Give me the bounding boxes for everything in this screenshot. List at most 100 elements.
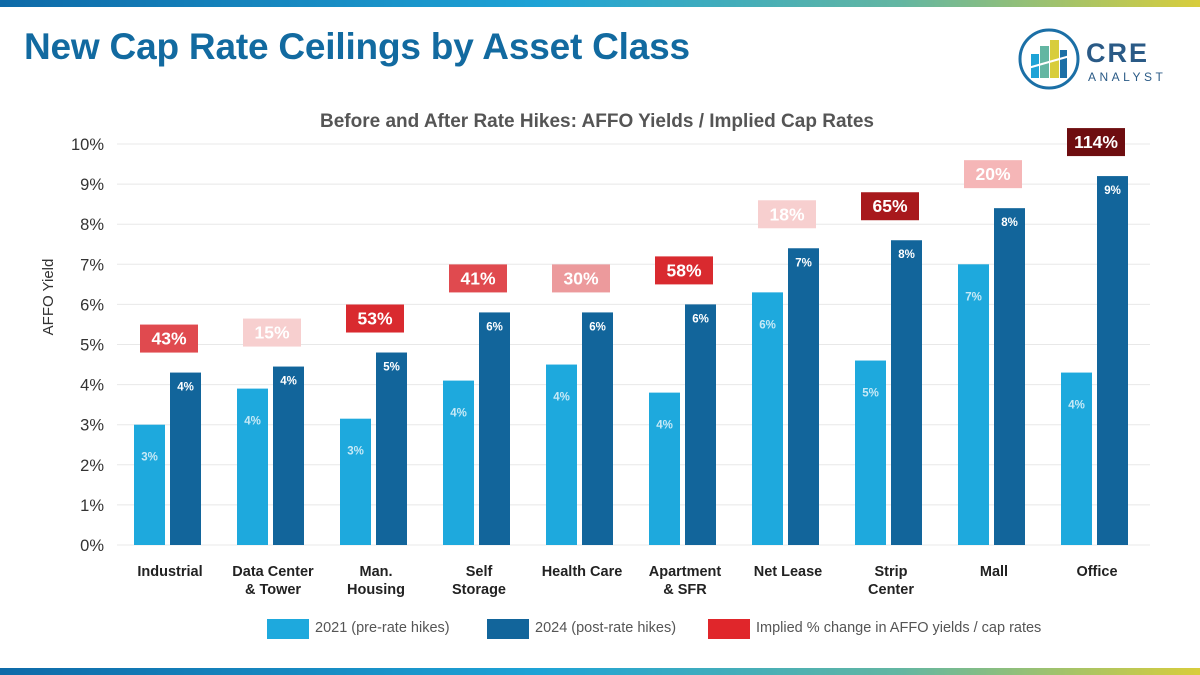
legend-swatch-2021 (267, 619, 309, 639)
implied-change-box (449, 264, 507, 293)
x-category-label: Center (868, 582, 914, 598)
cre-analyst-logo: CRE ANALYST (1018, 28, 1183, 92)
data-label-2024: 5% (383, 362, 400, 374)
implied-change-label: 53% (357, 309, 392, 329)
legend-swatch-implied-change (708, 619, 750, 639)
implied-change-label: 15% (254, 323, 289, 343)
x-category-label: & Tower (245, 582, 301, 598)
bottom-accent-stripe (0, 668, 1200, 675)
data-label-2021: 4% (656, 420, 673, 432)
data-label-2021: 4% (244, 416, 261, 428)
data-label-2024: 8% (898, 249, 915, 261)
bar-2021 (340, 418, 371, 545)
data-label-2021: 4% (450, 408, 467, 420)
y-tick-label: 1% (80, 497, 104, 515)
bar-2021 (443, 380, 474, 545)
bar-2024 (685, 304, 716, 545)
data-label-2021: 4% (553, 392, 570, 404)
implied-change-box (140, 324, 198, 353)
bar-2024 (891, 240, 922, 546)
data-label-2024: 7% (795, 257, 812, 269)
x-category-label: Industrial (137, 564, 202, 580)
x-category-label: Apartment (649, 564, 722, 580)
bar-2021 (752, 292, 783, 545)
data-label-2021: 6% (759, 319, 776, 331)
y-tick-label: 8% (80, 216, 104, 234)
y-tick-label: 3% (80, 417, 104, 435)
data-label-2024: 6% (589, 321, 606, 333)
bar-2024 (376, 352, 407, 545)
legend-swatch-2024 (487, 619, 529, 639)
implied-change-label: 58% (666, 260, 701, 280)
y-tick-label: 4% (80, 377, 104, 395)
x-category-label: Storage (452, 582, 506, 598)
y-tick-label: 6% (80, 296, 104, 314)
bar-2021 (237, 388, 268, 545)
implied-change-box (758, 200, 816, 229)
legend-label-2021: 2021 (pre-rate hikes) (315, 620, 450, 636)
bar-2021 (855, 360, 886, 545)
bar-2024 (788, 248, 819, 545)
bar-2021 (134, 424, 165, 545)
bar-2024 (994, 208, 1025, 545)
data-label-2024: 4% (280, 376, 297, 388)
bar-2024 (273, 366, 304, 545)
bar-2024 (170, 372, 201, 545)
legend-label-implied-change: Implied % change in AFFO yields / cap ra… (756, 620, 1042, 636)
implied-change-label: 20% (975, 164, 1010, 184)
logo-building-icon (1018, 28, 1080, 90)
chart-legend: 2021 (pre-rate hikes) 2024 (post-rate hi… (0, 618, 1200, 640)
x-category-label: & SFR (663, 582, 707, 598)
bar-2024 (1097, 176, 1128, 545)
bar-2024 (479, 312, 510, 545)
legend-label-2024: 2024 (post-rate hikes) (535, 620, 677, 636)
chart-title: Before and After Rate Hikes: AFFO Yields… (320, 111, 874, 132)
bar-2021 (546, 364, 577, 545)
logo-subtitle: ANALYST (1088, 70, 1167, 84)
bar-2024 (582, 312, 613, 545)
data-label-2021: 4% (1068, 400, 1085, 412)
bar-2021 (649, 392, 680, 545)
implied-change-label: 18% (769, 204, 804, 224)
implied-change-box (861, 192, 919, 221)
bar-2021 (1061, 372, 1092, 545)
x-category-label: Mall (980, 564, 1008, 580)
x-category-label: Man. (359, 564, 392, 580)
y-tick-label: 5% (80, 337, 104, 355)
logo-wordmark: CRE (1086, 38, 1150, 68)
implied-change-label: 114% (1074, 132, 1118, 152)
implied-change-label: 43% (151, 329, 186, 349)
implied-change-label: 41% (460, 268, 495, 288)
data-label-2024: 6% (692, 313, 709, 325)
data-label-2021: 7% (965, 291, 982, 303)
data-label-2021: 3% (347, 446, 364, 458)
y-tick-label: 7% (80, 256, 104, 274)
bar-2021 (958, 264, 989, 545)
x-category-label: Net Lease (754, 564, 823, 580)
data-label-2021: 3% (141, 452, 158, 464)
data-label-2024: 9% (1104, 185, 1121, 197)
implied-change-label: 30% (563, 268, 598, 288)
implied-change-box (964, 160, 1022, 189)
implied-change-box (1067, 128, 1125, 157)
x-category-label: Office (1076, 564, 1117, 580)
implied-change-box (655, 256, 713, 285)
y-tick-label: 2% (80, 457, 104, 475)
data-label-2024: 8% (1001, 217, 1018, 229)
x-category-label: Health Care (542, 564, 623, 580)
y-tick-label: 9% (80, 176, 104, 194)
x-category-label: Self (466, 564, 493, 580)
y-axis-label: AFFO Yield (40, 259, 57, 336)
page-title: New Cap Rate Ceilings by Asset Class (24, 26, 690, 67)
implied-change-box (243, 318, 301, 347)
data-label-2024: 6% (486, 321, 503, 333)
top-accent-stripe (0, 0, 1200, 7)
x-category-label: Strip (874, 564, 907, 580)
implied-change-box (346, 304, 404, 333)
x-category-label: Housing (347, 582, 405, 598)
y-tick-label: 10% (71, 136, 104, 154)
implied-change-label: 65% (872, 196, 907, 216)
data-label-2024: 4% (177, 382, 194, 394)
x-category-label: Data Center (232, 564, 314, 580)
